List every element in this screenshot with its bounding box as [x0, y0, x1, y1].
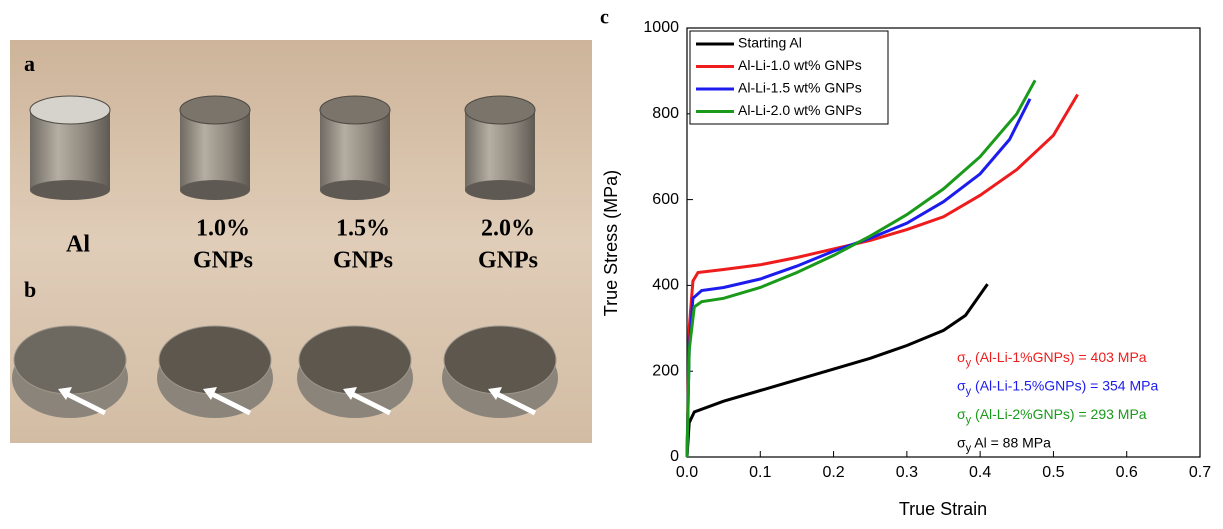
x-tick-label: 0.1 — [749, 464, 771, 481]
y-tick-label: 400 — [652, 277, 679, 294]
y-axis-title: True Stress (MPa) — [601, 170, 621, 316]
annotation-text: Al = 88 MPa — [971, 434, 1051, 450]
annotation: σy (Al-Li-2%GNPs) = 293 MPa — [957, 406, 1147, 426]
legend-label: Starting Al — [738, 35, 802, 51]
annotation: σy (Al-Li-1.5%GNPs) = 354 MPa — [957, 377, 1158, 397]
panel-label: a — [24, 51, 35, 76]
subscript: y — [966, 385, 972, 397]
arrow — [493, 390, 537, 416]
cylinder-base — [320, 180, 390, 200]
arrow-head — [58, 387, 72, 400]
legend-label: Al-Li-1.0 wt% GNPs — [738, 57, 862, 73]
panel-label: b — [24, 277, 36, 302]
sigma: σ — [957, 406, 966, 422]
cylinder-base — [30, 180, 110, 200]
x-tick-label: 0.2 — [822, 464, 844, 481]
x-axis-title: True Strain — [899, 499, 987, 519]
plot-frame — [686, 27, 1201, 458]
x-tick-label: 0.0 — [676, 464, 698, 481]
series-line — [685, 98, 1032, 458]
sample-label: GNPs — [193, 248, 253, 274]
disc-top — [158, 325, 272, 395]
annotation: σy Al = 88 MPa — [957, 434, 1051, 454]
discs — [12, 325, 558, 418]
sigma: σ — [957, 349, 966, 365]
y-tick-label: 1000 — [643, 19, 679, 36]
sample-label: 1.0% — [196, 216, 250, 242]
photo: a b — [10, 40, 592, 443]
disc-top — [13, 325, 127, 395]
arrow — [348, 390, 392, 416]
y-tick-label: 0 — [670, 448, 679, 465]
sample-label: GNPs — [333, 248, 393, 274]
panel-label: c — [600, 7, 609, 29]
series-line — [685, 79, 1037, 458]
annotation-text: (Al-Li-1.5%GNPs) = 354 MPa — [971, 377, 1158, 393]
cylinder-base — [465, 180, 535, 200]
y-tick-label: 600 — [652, 191, 679, 208]
sample-label: 2.0% — [481, 216, 535, 242]
legend-label: Al-Li-2.0 wt% GNPs — [738, 102, 862, 118]
series-line — [685, 93, 1079, 458]
sample-label: GNPs — [478, 248, 538, 274]
cylinder-top — [319, 95, 391, 125]
annotation-text: (Al-Li-2%GNPs) = 293 MPa — [971, 406, 1147, 422]
annotation-text: (Al-Li-1%GNPs) = 403 MPa — [971, 349, 1147, 365]
sigma: σ — [957, 434, 966, 450]
x-tick-label: 0.6 — [1116, 464, 1138, 481]
cylinder-top — [179, 95, 251, 125]
arrow — [63, 390, 107, 416]
cylinders — [29, 95, 536, 200]
cylinder-top — [29, 95, 111, 125]
x-tick-label: 0.3 — [896, 464, 918, 481]
sample-label: Al — [66, 232, 90, 258]
subscript: y — [966, 357, 972, 369]
x-tick-label: 0.7 — [1189, 464, 1211, 481]
x-tick-label: 0.4 — [969, 464, 991, 481]
disc-top — [443, 325, 557, 395]
legend-box — [689, 30, 889, 125]
subscript: y — [966, 442, 972, 454]
series-line — [685, 283, 989, 458]
y-tick-label: 800 — [652, 105, 679, 122]
arrow-head — [343, 387, 357, 400]
subscript: y — [966, 414, 972, 426]
legend-label: Al-Li-1.5 wt% GNPs — [738, 80, 862, 96]
x-tick-label: 0.5 — [1042, 464, 1064, 481]
cylinder-base — [180, 180, 250, 200]
cylinder-top — [464, 95, 536, 125]
sample-label: 1.5% — [336, 216, 390, 242]
arrow — [208, 390, 252, 416]
y-tick-label: 200 — [652, 362, 679, 379]
arrow-head — [203, 387, 217, 400]
disc-top — [298, 325, 412, 395]
arrow-head — [488, 387, 502, 400]
annotation: σy (Al-Li-1%GNPs) = 403 MPa — [957, 349, 1147, 369]
sigma: σ — [957, 377, 966, 393]
